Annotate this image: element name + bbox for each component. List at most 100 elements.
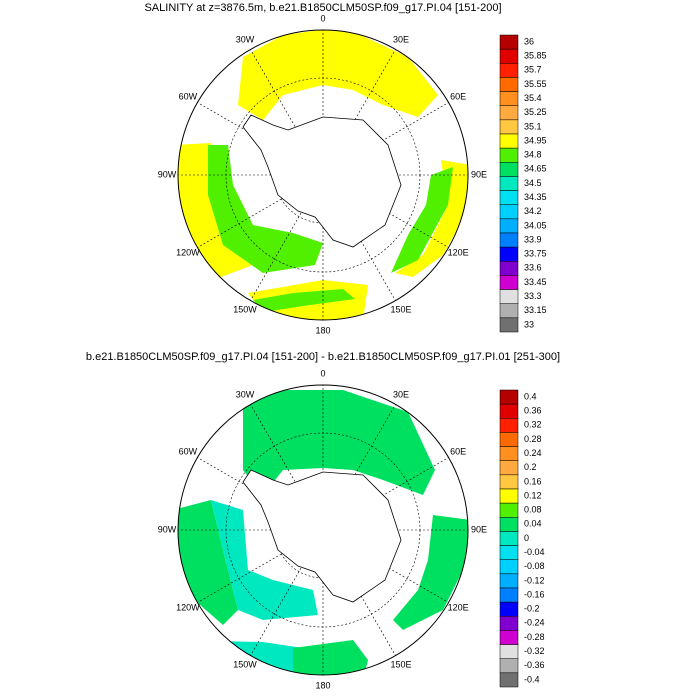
colorbar-box <box>499 48 519 64</box>
colorbar-box <box>499 246 519 262</box>
colorbar-box <box>499 488 519 504</box>
longitude-label: 120W <box>176 602 200 612</box>
field-region <box>393 515 468 630</box>
colorbar-box <box>499 147 519 163</box>
longitude-label: 180 <box>315 680 330 690</box>
colorbar-label: 0.36 <box>524 406 542 416</box>
longitude-label: 90W <box>158 524 177 534</box>
coastline <box>242 469 402 603</box>
colorbar-box <box>499 644 519 659</box>
longitude-label: 0 <box>320 368 325 378</box>
colorbar-box <box>499 517 519 532</box>
colorbar-box <box>499 91 519 106</box>
colorbar-label: 0.08 <box>524 505 542 515</box>
longitude-label: 0 <box>320 13 325 23</box>
colorbar-box <box>499 531 519 546</box>
colorbar-box <box>499 601 519 617</box>
colorbar-box <box>499 34 519 50</box>
longitude-label: 90E <box>471 524 487 534</box>
colorbar-box <box>499 162 519 177</box>
longitude-label: 90E <box>471 169 487 179</box>
longitude-label: 30W <box>236 34 255 44</box>
colorbar-box <box>499 261 519 276</box>
longitude-label: 150W <box>233 659 257 669</box>
coastline <box>242 114 402 248</box>
longitude-label: 120E <box>448 247 469 257</box>
colorbar-label: 33.45 <box>524 277 547 287</box>
longitude-label: 150E <box>390 659 411 669</box>
colorbar-box <box>499 672 519 688</box>
colorbar-label: 35.25 <box>524 107 547 117</box>
colorbar-box <box>499 190 519 205</box>
field-region <box>243 390 435 495</box>
colorbar-label: 0.12 <box>524 490 542 500</box>
colorbar-label: 34.5 <box>524 178 542 188</box>
colorbar-label: -0.28 <box>524 632 545 642</box>
colorbar-label: 36 <box>524 36 534 46</box>
map-boundary <box>177 384 469 676</box>
colorbar-label: 0.32 <box>524 420 542 430</box>
colorbar-box <box>499 403 519 419</box>
colorbar-label: 0.16 <box>524 476 542 486</box>
longitude-label: 30E <box>393 34 409 44</box>
longitude-label: 60W <box>179 91 198 101</box>
longitude-label: 120W <box>176 247 200 257</box>
longitude-label: 150E <box>390 304 411 314</box>
colorbar-box <box>499 176 519 191</box>
colorbar-label: 35.1 <box>524 121 542 131</box>
colorbar-label: 33.15 <box>524 305 547 315</box>
panel-title: b.e21.B1850CLM50SP.f09_g17.PI.04 [151-20… <box>86 351 560 363</box>
colorbar-box <box>499 204 519 220</box>
colorbar-box <box>499 289 519 304</box>
colorbar-box <box>499 218 519 234</box>
colorbar-label: 0.28 <box>524 434 542 444</box>
colorbar-label: 34.2 <box>524 206 542 216</box>
field-region <box>293 640 368 675</box>
colorbar-label: 0.4 <box>524 391 537 401</box>
map-boundary <box>177 29 469 321</box>
map <box>177 384 469 676</box>
colorbar-label: -0.32 <box>524 646 545 656</box>
colorbar-label: 35.85 <box>524 51 547 61</box>
colorbar-box <box>499 658 519 674</box>
longitude-label: 60W <box>179 446 198 456</box>
colorbar-label: 34.05 <box>524 220 547 230</box>
colorbar-label: 35.4 <box>524 93 542 103</box>
longitude-label: 90W <box>158 169 177 179</box>
colorbar-label: -0.04 <box>524 547 545 557</box>
colorbar-label: 34.35 <box>524 192 547 202</box>
colorbar-label: 34.65 <box>524 164 547 174</box>
colorbar-box <box>499 460 519 476</box>
colorbar-label: -0.4 <box>524 674 540 684</box>
colorbar-label: -0.16 <box>524 589 545 599</box>
longitude-label: 30W <box>236 389 255 399</box>
colorbar-label: 33.75 <box>524 249 547 259</box>
colorbar-label: 35.7 <box>524 65 542 75</box>
longitude-label: 180 <box>315 325 330 335</box>
field-region <box>238 30 438 120</box>
longitude-label: 30E <box>393 389 409 399</box>
colorbar-box <box>499 474 519 490</box>
colorbar-box <box>499 63 519 78</box>
colorbar-box <box>499 545 519 560</box>
colorbar-label: 0 <box>524 533 529 543</box>
colorbar-label: 33.9 <box>524 234 542 244</box>
longitude-label: 60E <box>450 91 466 101</box>
colorbar-box <box>499 119 519 135</box>
colorbar-label: -0.24 <box>524 618 545 628</box>
colorbar-box <box>499 317 519 333</box>
longitude-label: 60E <box>450 446 466 456</box>
colorbar-label: 34.8 <box>524 150 542 160</box>
field-region <box>253 289 355 312</box>
colorbar-label: 33 <box>524 319 534 329</box>
longitude-label: 120E <box>448 602 469 612</box>
colorbar-box <box>499 559 519 575</box>
colorbar-label: 34.95 <box>524 135 547 145</box>
colorbar-box <box>499 303 519 319</box>
colorbar-label: 0.04 <box>524 519 542 529</box>
colorbar-box <box>499 587 519 603</box>
colorbar-box <box>499 418 519 433</box>
colorbar-label: -0.12 <box>524 575 545 585</box>
colorbar-label: 0.2 <box>524 462 537 472</box>
